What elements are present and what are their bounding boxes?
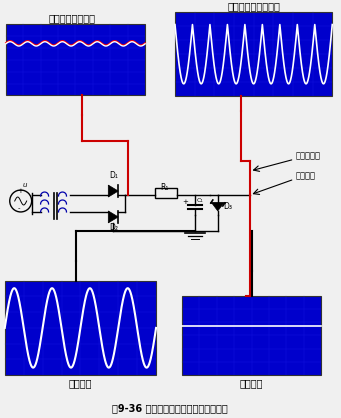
Text: 交流输入: 交流输入 (69, 378, 92, 388)
Text: 滤波电容开路的纹波: 滤波电容开路的纹波 (227, 1, 280, 11)
Text: 图9-36 全波整流稳压电路各点输出波形: 图9-36 全波整流稳压电路各点输出波形 (112, 403, 228, 413)
Text: +: + (182, 199, 188, 205)
Polygon shape (212, 203, 224, 211)
Text: 滤波电容好的纹波: 滤波电容好的纹波 (49, 13, 96, 23)
Text: 直流输出: 直流输出 (240, 378, 263, 388)
Text: u: u (23, 182, 27, 188)
Text: +: + (18, 188, 24, 194)
Bar (6, 24, 145, 95)
Polygon shape (108, 211, 118, 223)
Bar (155, 188, 177, 198)
Text: 稳压输出: 稳压输出 (295, 172, 315, 181)
Polygon shape (108, 185, 118, 197)
Text: -: - (18, 205, 20, 211)
Bar (182, 296, 321, 375)
Bar (5, 280, 156, 375)
Bar (175, 12, 332, 97)
Text: C₁: C₁ (197, 198, 204, 203)
Text: D₁: D₁ (109, 171, 118, 180)
Text: R₁: R₁ (160, 183, 168, 192)
Text: D₃: D₃ (223, 202, 232, 211)
Text: D₂: D₂ (109, 223, 118, 232)
Text: 未稳压输出: 未稳压输出 (295, 152, 321, 161)
